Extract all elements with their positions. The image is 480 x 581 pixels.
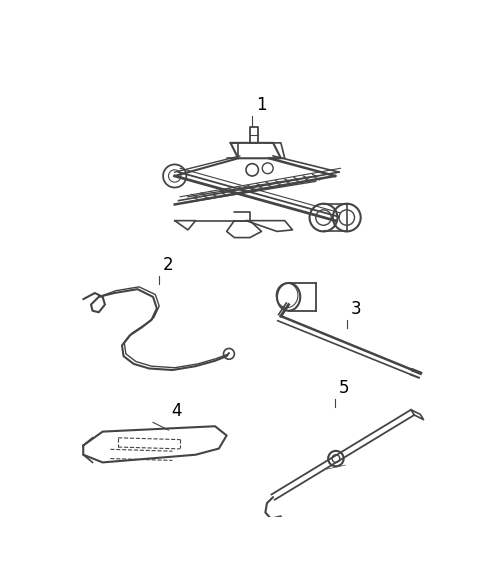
Text: 5: 5	[339, 379, 349, 397]
Text: 1: 1	[256, 96, 267, 114]
Ellipse shape	[277, 283, 300, 311]
Text: 3: 3	[350, 300, 361, 318]
Text: 4: 4	[171, 402, 181, 420]
Circle shape	[328, 451, 344, 467]
Text: 2: 2	[163, 256, 174, 274]
